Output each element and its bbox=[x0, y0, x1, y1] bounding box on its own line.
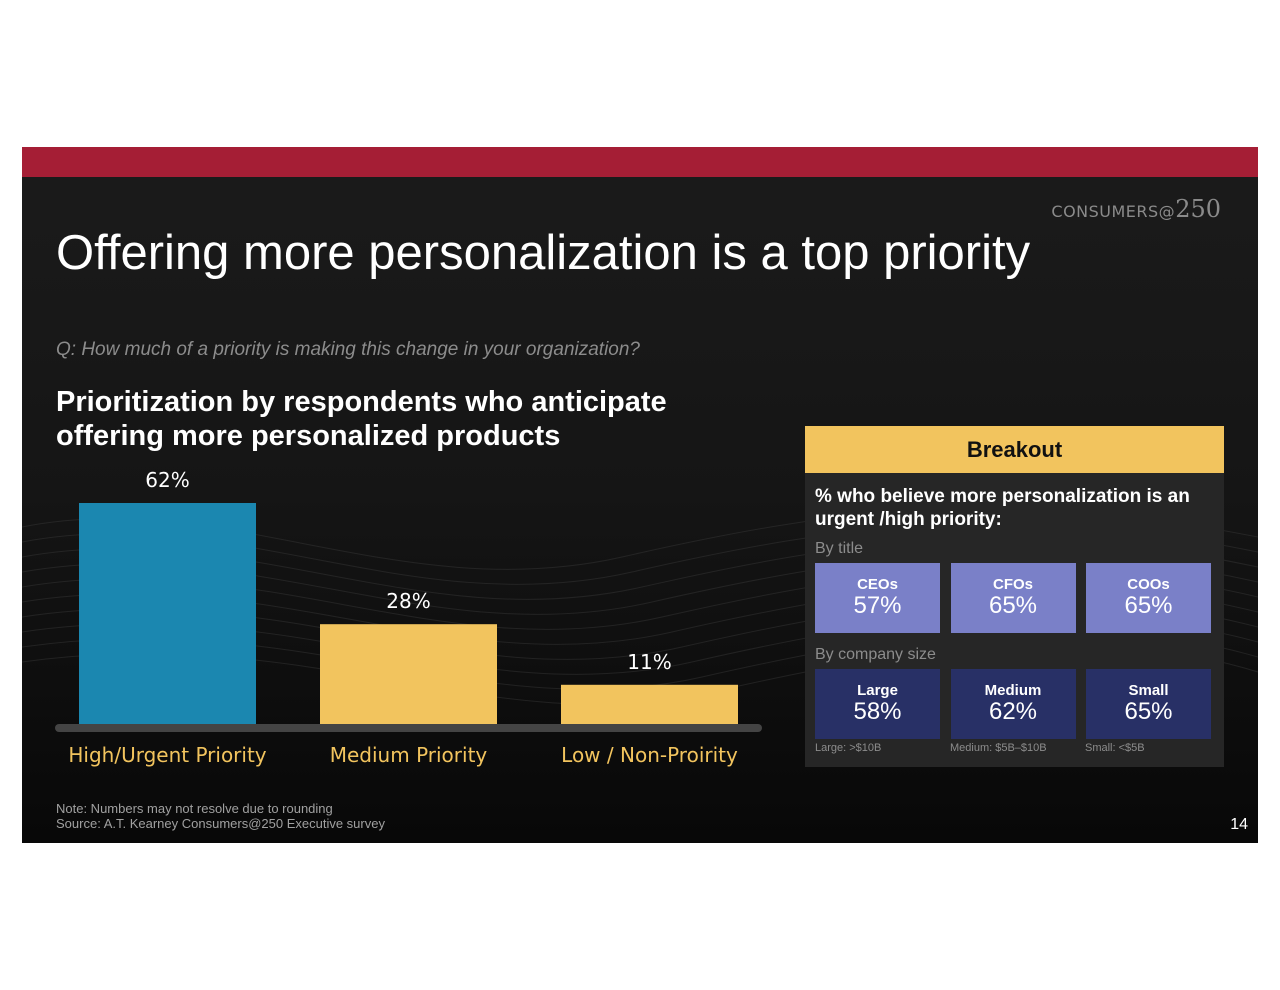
source-note: Source: A.T. Kearney Consumers@250 Execu… bbox=[56, 816, 385, 831]
tile-coos: COOs 65% bbox=[1086, 563, 1211, 633]
tile-large: Large 58% bbox=[815, 669, 940, 739]
tile-ceos: CEOs 57% bbox=[815, 563, 940, 633]
category-label-2: Low / Non-Proirity bbox=[561, 743, 738, 767]
tile-label: CFOs bbox=[992, 576, 1033, 593]
tile-value: 65% bbox=[1124, 698, 1173, 725]
by-title-label: By title bbox=[815, 540, 864, 557]
consumers-250-logo: CONSUMERS@250 bbox=[1051, 195, 1221, 223]
page-title: Offering more personalization is a top p… bbox=[56, 226, 1031, 280]
tile-value: 58% bbox=[853, 698, 902, 725]
size-note-medium: Medium: $5B–$10B bbox=[950, 742, 1047, 754]
slide: CONSUMERS@250 Offering more personalizat… bbox=[22, 147, 1258, 843]
tile-label: CEOs bbox=[857, 576, 898, 593]
tile-label: Medium bbox=[984, 682, 1042, 699]
by-company-size-label: By company size bbox=[815, 646, 936, 663]
tile-label: COOs bbox=[1127, 576, 1170, 593]
tile-value: 57% bbox=[853, 592, 902, 619]
logo-text: CONSUMERS@ bbox=[1051, 202, 1176, 221]
size-note-large: Large: >$10B bbox=[815, 742, 882, 754]
tile-small: Small 65% bbox=[1086, 669, 1211, 739]
tile-cfos: CFOs 65% bbox=[950, 563, 1076, 633]
chart-title: Prioritization by respondents who antici… bbox=[56, 386, 667, 452]
priority-bar-chart: 62% High/Urgent Priority 28% Medium Priorit… bbox=[55, 468, 762, 767]
size-note-small: Small: <$5B bbox=[1085, 742, 1145, 754]
tile-value: 65% bbox=[988, 592, 1038, 619]
tile-label: Small bbox=[1128, 682, 1169, 699]
size-definitions: Large: >$10B Medium: $5B–$10B Small: <$5… bbox=[815, 742, 1225, 754]
bar-1 bbox=[320, 624, 497, 724]
tile-label: Large bbox=[857, 682, 898, 699]
data-label-2: 11% bbox=[627, 650, 671, 674]
footnote: Note: Numbers may not resolve due to rou… bbox=[56, 801, 385, 831]
data-label-1: 28% bbox=[386, 589, 430, 613]
tile-value: 62% bbox=[988, 698, 1038, 725]
logo-number: 250 bbox=[1175, 195, 1221, 223]
tile-value: 65% bbox=[1124, 592, 1173, 619]
data-label-0: 62% bbox=[145, 468, 189, 492]
category-label-0: High/Urgent Priority bbox=[68, 743, 266, 767]
by-size-tiles: Large 58% Medium 62% Small 65% bbox=[815, 669, 1211, 739]
bar-2 bbox=[561, 684, 738, 724]
top-accent-bar bbox=[22, 147, 1258, 177]
by-title-tiles: CEOs 57% CFOs 65% COOs 65% bbox=[815, 563, 1211, 633]
rounding-note: Note: Numbers may not resolve due to rou… bbox=[56, 801, 333, 816]
bar-0 bbox=[79, 503, 256, 724]
survey-question: Q: How much of a priority is making this… bbox=[56, 339, 640, 360]
breakout-panel: Breakout % who believe more personalizat… bbox=[805, 426, 1224, 767]
tile-medium: Medium 62% bbox=[950, 669, 1076, 739]
breakout-header: Breakout bbox=[805, 426, 1224, 473]
category-label-1: Medium Priority bbox=[330, 743, 488, 767]
breakout-question: % who believe more personalization is an… bbox=[815, 486, 1190, 530]
page-number: 14 bbox=[1230, 816, 1248, 833]
